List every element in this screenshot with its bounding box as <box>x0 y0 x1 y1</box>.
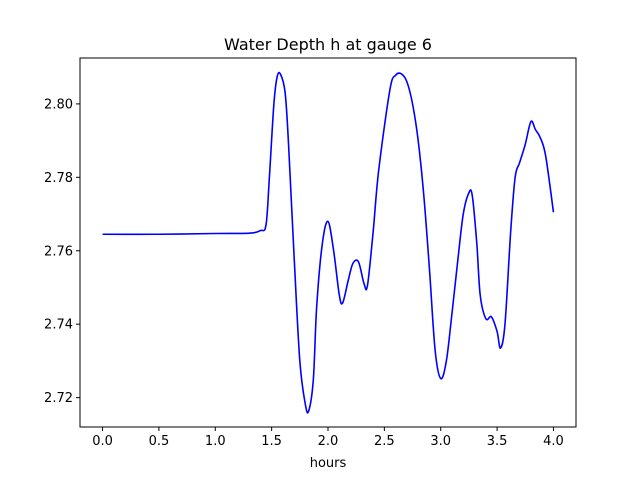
x-axis: 0.0 0.5 1.0 1.5 2.0 2.5 3.0 3.5 4.0 <box>92 427 564 449</box>
y-tick-label: 2.78 <box>44 171 73 186</box>
y-axis: 2.72 2.74 2.76 2.78 2.80 <box>44 97 80 406</box>
x-tick-label: 4.0 <box>543 434 564 449</box>
y-tick-label: 2.72 <box>44 391 73 406</box>
x-tick-label: 2.5 <box>374 434 395 449</box>
x-tick-label: 1.5 <box>261 434 282 449</box>
y-tick-label: 2.74 <box>44 318 73 333</box>
y-tick-label: 2.80 <box>44 97 73 112</box>
series-layer <box>102 71 555 414</box>
y-tick-label: 2.76 <box>44 244 73 259</box>
x-tick-label: 0.5 <box>149 434 170 449</box>
chart-title: Water Depth h at gauge 6 <box>224 35 432 54</box>
x-axis-label: hours <box>310 456 347 471</box>
x-tick-label: 1.0 <box>205 434 226 449</box>
x-tick-label: 3.0 <box>430 434 451 449</box>
x-tick-label: 3.5 <box>487 434 508 449</box>
series-line-0 <box>102 71 555 414</box>
x-tick-label: 0.0 <box>92 434 113 449</box>
x-tick-label: 2.0 <box>318 434 339 449</box>
